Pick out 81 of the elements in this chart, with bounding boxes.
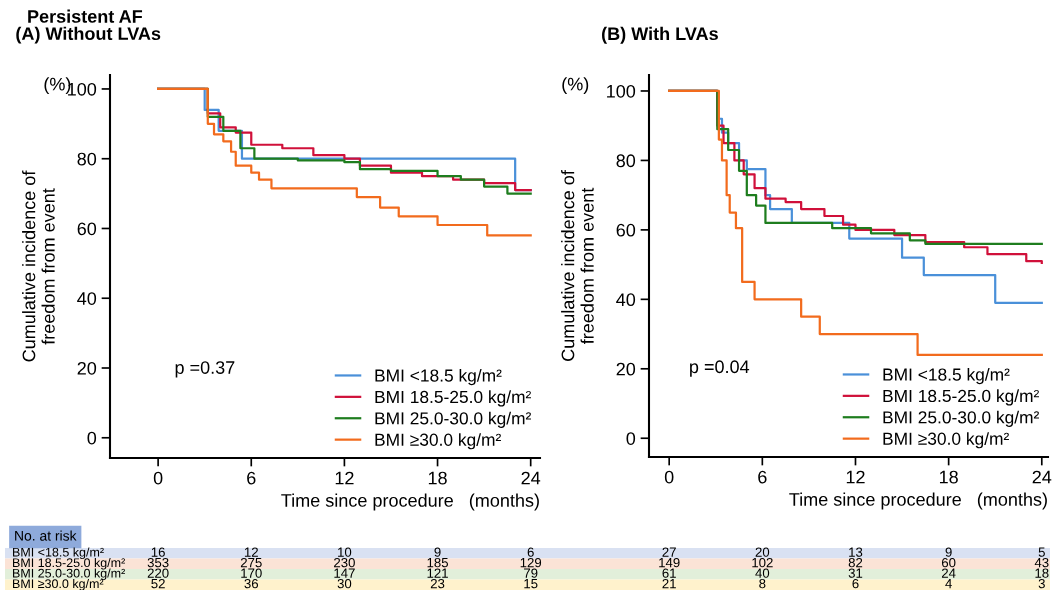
- text: 16: [151, 547, 165, 557]
- text: 82: [848, 557, 863, 568]
- y-tick-label: 20: [77, 361, 97, 375]
- text: 149: [659, 557, 680, 568]
- y-axis-title: Cumulative incidence of freedom from event: [561, 170, 594, 361]
- text: 27: [662, 547, 676, 557]
- text: 30: [337, 578, 352, 589]
- text: 24: [941, 568, 956, 578]
- text: (%): [562, 77, 589, 95]
- text: 147: [334, 568, 355, 578]
- x-tick-label: 24: [521, 471, 541, 485]
- text: 23: [430, 578, 445, 589]
- chart-title: (A) Without LVAs: [16, 26, 161, 44]
- text: 13: [849, 547, 863, 557]
- text: 5: [1038, 547, 1045, 557]
- text: 31: [848, 568, 863, 578]
- legend-label: BMI 18.5-25.0 kg/m²: [375, 390, 531, 407]
- y-tick-label: 60: [77, 222, 97, 236]
- text: 9: [434, 547, 441, 557]
- text: 15: [524, 579, 538, 589]
- text: 9: [945, 547, 952, 557]
- x-tick-label: 24: [1032, 470, 1052, 484]
- x-tick-label: 6: [758, 470, 767, 484]
- annotation: p =0.37: [175, 361, 235, 378]
- text: 170: [241, 568, 262, 578]
- legend-label: BMI 25.0-30.0 kg/m²: [883, 410, 1039, 427]
- x-tick-label: 18: [939, 470, 958, 484]
- text: 185: [427, 557, 448, 568]
- text: 275: [240, 557, 262, 568]
- text: 10: [338, 547, 352, 557]
- text: 230: [334, 557, 355, 568]
- y-tick-label: 100: [607, 84, 636, 98]
- y-tick-label: 80: [616, 154, 636, 168]
- text: 18: [1035, 568, 1049, 578]
- legend-label: BMI <18.5 kg/m²: [375, 368, 502, 386]
- text: 52: [151, 578, 165, 589]
- y-tick-label: 80: [77, 152, 97, 166]
- text: 3: [1038, 578, 1045, 589]
- text: 6: [527, 547, 534, 557]
- legend-label: BMI <18.5 kg/m²: [883, 367, 1010, 385]
- x-tick-label: 12: [846, 470, 865, 484]
- text: 40: [755, 568, 770, 578]
- legend-label: BMI 18.5-25.0 kg/m²: [883, 389, 1039, 406]
- text: 61: [662, 568, 676, 578]
- annotation: p =0.04: [690, 360, 750, 377]
- y-tick-label: 60: [616, 223, 636, 237]
- text: 60: [941, 557, 956, 568]
- x-tick-label: 12: [335, 471, 354, 485]
- y-tick-label: 0: [626, 432, 636, 445]
- text: Persistent AF: [28, 9, 143, 23]
- text: 102: [752, 557, 773, 568]
- text: 43: [1034, 557, 1049, 568]
- text: BMI ≥30.0 kg/m²: [13, 578, 104, 590]
- text: 4: [945, 579, 952, 589]
- text: 6: [852, 578, 859, 589]
- x-tick-label: 0: [664, 470, 674, 484]
- text: No. at risk: [15, 530, 77, 541]
- text: 220: [147, 568, 169, 578]
- x-axis-title: Time since procedure (months): [281, 493, 539, 511]
- chart-title: (B) With LVAs: [602, 26, 718, 44]
- x-axis-title: Time since procedure (months): [789, 492, 1047, 510]
- text: 20: [755, 547, 770, 557]
- legend-label: BMI ≥30.0 kg/m²: [375, 433, 501, 450]
- text: 121: [427, 568, 448, 578]
- text: 21: [662, 578, 676, 589]
- text: 353: [147, 557, 169, 568]
- text: 8: [759, 578, 766, 589]
- text: 129: [520, 557, 542, 568]
- y-tick-label: 0: [87, 431, 97, 445]
- text: 79: [524, 568, 538, 578]
- x-tick-label: 6: [247, 471, 256, 485]
- legend-label: BMI 25.0-30.0 kg/m²: [375, 411, 531, 428]
- y-tick-label: 20: [616, 362, 636, 376]
- y-tick-label: 40: [616, 293, 636, 307]
- text: 36: [244, 578, 259, 589]
- text: 12: [244, 547, 258, 557]
- y-axis-title: Cumulative incidence of freedom from event: [22, 170, 55, 362]
- y-tick-label: 40: [77, 292, 97, 305]
- x-tick-label: 18: [428, 471, 447, 485]
- legend-label: BMI ≥30.0 kg/m²: [883, 432, 1009, 449]
- x-tick-label: 0: [153, 471, 163, 485]
